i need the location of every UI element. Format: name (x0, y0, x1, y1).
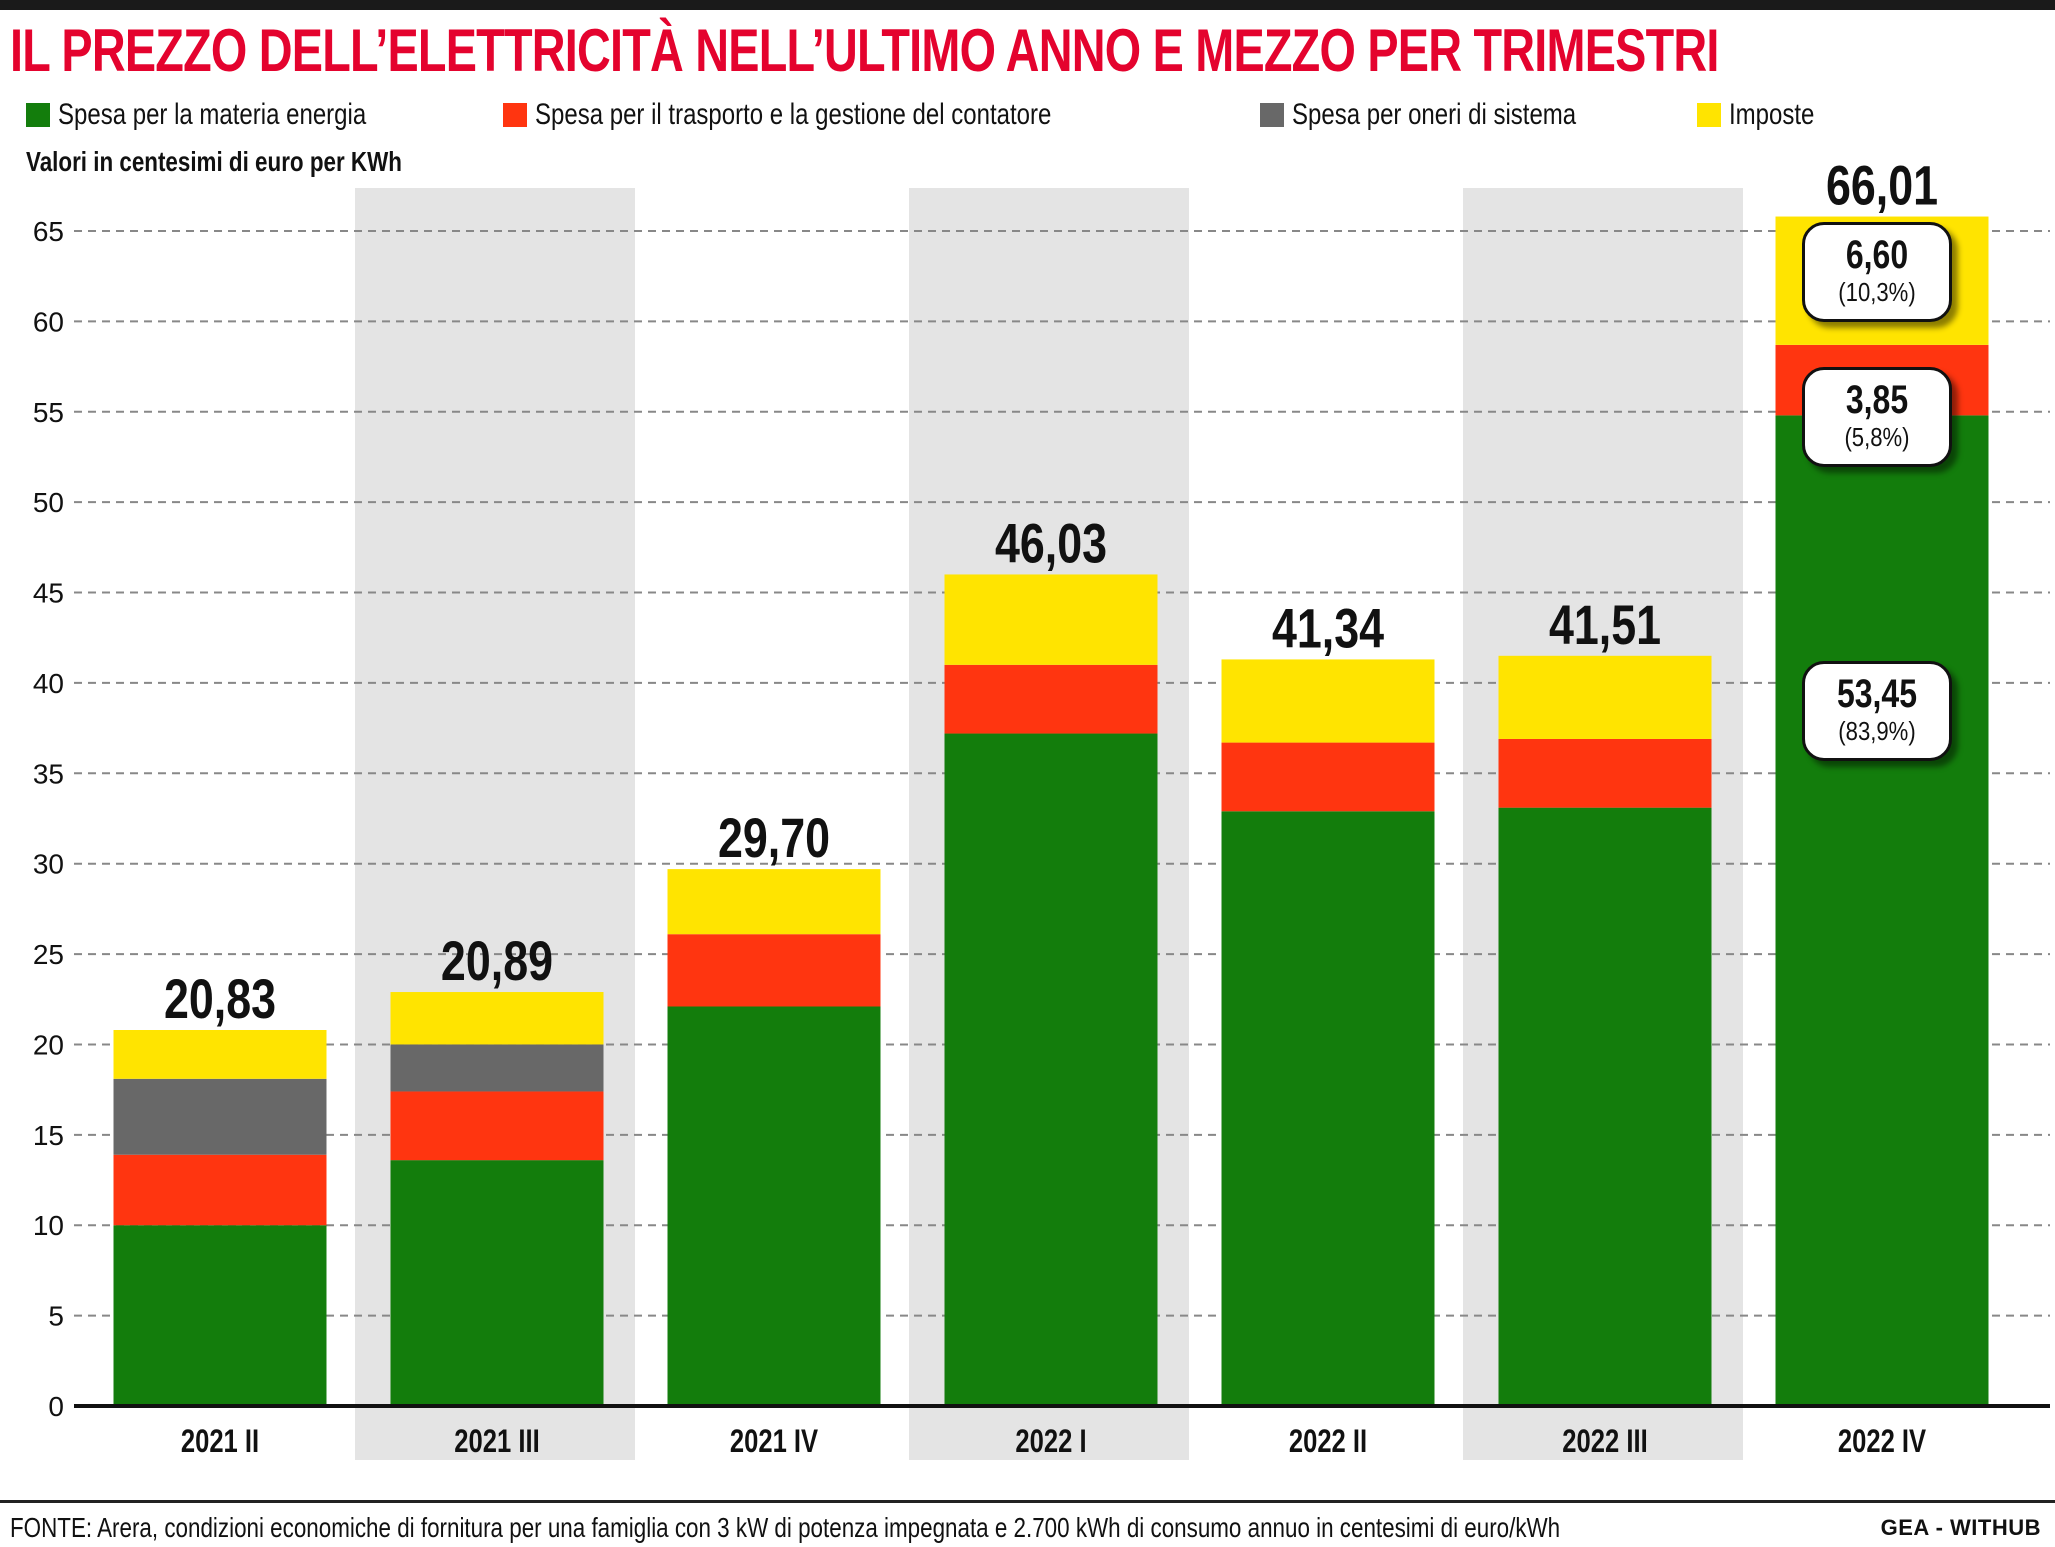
bar-segment (113, 1078, 327, 1155)
source-note: FONTE: Arera, condizioni economiche di f… (10, 1512, 1561, 1543)
bar-segment (1221, 742, 1435, 812)
callout-value: 3,85 (1845, 378, 1909, 422)
bar-segment (1498, 655, 1712, 739)
y-tick-label: 15 (33, 1120, 64, 1151)
callout-percent: (5,8%) (1844, 422, 1910, 452)
total-label: 20,83 (164, 967, 276, 1030)
legend-label: Spesa per il trasporto e la gestione del… (535, 98, 1052, 131)
y-tick-label: 5 (48, 1301, 64, 1332)
x-tick-label: 2021 II (181, 1424, 259, 1459)
bar-segment (667, 934, 881, 1007)
total-label: 41,34 (1272, 597, 1384, 660)
legend-swatch (26, 103, 50, 127)
footer-divider (0, 1500, 2055, 1503)
legend-item-trasporto: Spesa per il trasporto e la gestione del… (503, 98, 1180, 132)
y-tick-label: 35 (33, 758, 64, 789)
bar-segment (1775, 415, 1989, 1406)
bar-segment (390, 1044, 604, 1092)
y-tick-label: 30 (33, 849, 64, 880)
bar-segment (390, 1091, 604, 1161)
y-tick-label: 25 (33, 939, 64, 970)
legend-label: Spesa per la materia energia (58, 98, 367, 131)
y-tick-label: 10 (33, 1210, 64, 1241)
bar-segment (113, 1225, 327, 1406)
callout-imposte: 6,60 (10,3%) (1802, 222, 1952, 322)
legend-swatch (1260, 103, 1284, 127)
x-tick-label: 2021 III (454, 1424, 539, 1459)
total-label: 46,03 (995, 512, 1107, 575)
total-label: 20,89 (441, 929, 553, 992)
bar-segment (1221, 659, 1435, 743)
bar-segment (944, 664, 1158, 734)
callout-percent: (10,3%) (1838, 277, 1916, 307)
total-label: 29,70 (718, 806, 830, 869)
y-tick-label: 60 (33, 306, 64, 337)
legend-item-energia: Spesa per la materia energia (26, 98, 443, 132)
brand-logo: GEA - WITHUB (1880, 1515, 2041, 1540)
y-tick-label: 40 (33, 668, 64, 699)
y-tick-label: 65 (33, 216, 64, 247)
bar-segment (113, 1030, 327, 1079)
legend: Spesa per la materia energia Spesa per i… (0, 98, 2055, 138)
bar-segment (1498, 738, 1712, 808)
legend-label: Spesa per oneri di sistema (1292, 98, 1577, 131)
bar-segment (1221, 811, 1435, 1406)
bar-segment (667, 1006, 881, 1406)
chart-svg: 0 5 10 15 20 25 30 35 40 45 50 55 60 65 20,83 2021 II 20… (33, 154, 2050, 1460)
x-tick-label: 2022 IV (1838, 1424, 1927, 1459)
legend-item-imposte: Imposte (1697, 98, 1836, 132)
callout-trasporto: 3,85 (5,8%) (1802, 367, 1952, 467)
bar-segment (390, 992, 604, 1045)
total-label: 66,01 (1826, 154, 1938, 217)
x-tick-label: 2022 I (1015, 1424, 1086, 1459)
callout-value: 6,60 (1845, 233, 1909, 277)
y-tick-label: 55 (33, 397, 64, 428)
callout-energia: 53,45 (83,9%) (1802, 661, 1952, 761)
x-tick-label: 2022 II (1289, 1424, 1367, 1459)
bar-segment (1498, 807, 1712, 1406)
legend-swatch (1697, 103, 1721, 127)
callout-value: 53,45 (1836, 672, 1918, 716)
y-tick-label: 50 (33, 487, 64, 518)
bar-segment (667, 869, 881, 935)
legend-label: Imposte (1729, 98, 1815, 131)
y-tick-label: 20 (33, 1029, 64, 1060)
top-bar (0, 0, 2055, 10)
bar-segment (113, 1154, 327, 1226)
total-label: 41,51 (1549, 593, 1661, 656)
x-tick-label: 2022 III (1562, 1424, 1647, 1459)
legend-item-oneri: Spesa per oneri di sistema (1260, 98, 1647, 132)
chart-title: IL PREZZO DELL’ELETTRICITÀ NELL’ULTIMO A… (10, 17, 1719, 84)
bar-segment (390, 1160, 604, 1406)
unit-label: Valori in centesimi di euro per KWh (26, 146, 402, 177)
y-tick-label: 0 (48, 1391, 64, 1422)
bar-segment (944, 733, 1158, 1406)
y-tick-label: 45 (33, 578, 64, 609)
x-tick-label: 2021 IV (730, 1424, 819, 1459)
legend-swatch (503, 103, 527, 127)
callout-percent: (83,9%) (1838, 716, 1916, 746)
bar-segment (944, 574, 1158, 665)
